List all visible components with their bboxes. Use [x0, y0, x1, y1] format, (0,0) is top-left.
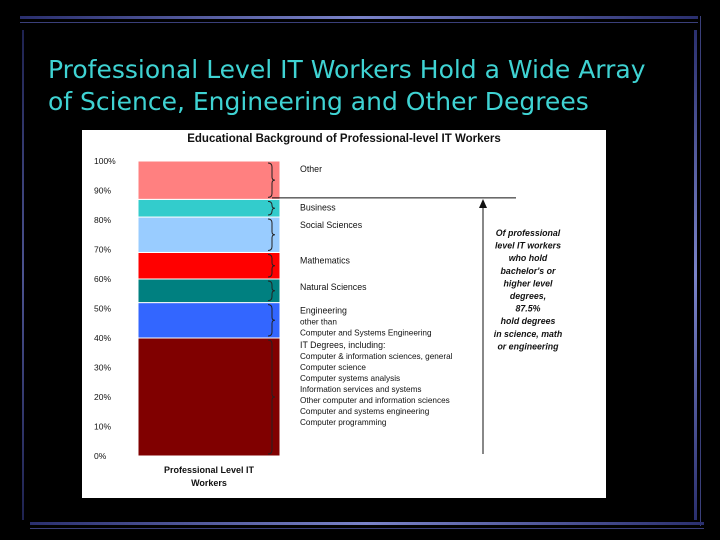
bar-segment: [137, 337, 281, 457]
segment-label: Computer programming: [300, 418, 387, 427]
bottom-decor-line-thin: [30, 528, 704, 529]
segment-brace: [267, 253, 276, 278]
annotation-text: degrees,: [510, 291, 546, 301]
segment-label: Social Sciences: [300, 220, 363, 230]
y-tick-label: 50%: [94, 304, 111, 314]
top-decor-line-thin: [20, 22, 698, 23]
segment-label: Computer and Systems Engineering: [300, 329, 432, 338]
y-tick-label: 20%: [94, 392, 111, 402]
segment-label: Engineering: [300, 306, 347, 316]
slide-title-line-2: of Science, Engineering and Other Degree…: [48, 87, 589, 116]
segment-brace: [267, 280, 276, 302]
bar-segment: [137, 278, 281, 304]
right-decor-line-thin: [700, 16, 701, 526]
slide-title: Professional Level IT Workers Hold a Wid…: [48, 54, 688, 118]
y-tick-label: 40%: [94, 333, 111, 343]
category-label: Professional Level IT: [164, 465, 255, 475]
chart-title: Educational Background of Professional-l…: [187, 133, 501, 145]
slide-title-line-1: Professional Level IT Workers Hold a Wid…: [48, 55, 646, 84]
annotation-text: who hold: [509, 253, 548, 263]
bar-segment: [137, 216, 281, 253]
segment-brace: [267, 304, 276, 337]
segment-label: Other: [300, 164, 322, 174]
segment-label: Information services and systems: [300, 385, 422, 394]
segment-brace: [267, 162, 276, 198]
segment-label: Mathematics: [300, 255, 350, 265]
segment-label: Business: [300, 202, 336, 212]
annotation-text: in science, math: [494, 329, 562, 339]
segment-label: IT Degrees, including:: [300, 340, 385, 350]
y-tick-label: 70%: [94, 245, 111, 255]
bar-segment: [137, 160, 281, 200]
segment-label: other than: [300, 318, 337, 327]
y-tick-label: 90%: [94, 186, 111, 196]
y-tick-label: 0%: [94, 451, 107, 461]
segment-label: Other computer and information sciences: [300, 396, 450, 405]
top-decor-line: [20, 16, 698, 19]
annotation-text: Of professional: [496, 228, 561, 238]
y-tick-label: 80%: [94, 215, 111, 225]
annotation-text: hold degrees: [501, 316, 556, 326]
bar-segment: [137, 251, 281, 280]
category-label: Workers: [191, 478, 227, 488]
y-tick-label: 100%: [94, 156, 116, 166]
segment-brace: [267, 339, 276, 455]
bar-segment: [137, 302, 281, 339]
annotation-text: level IT workers: [495, 241, 561, 251]
bar-segment: [137, 198, 281, 218]
annotation-text: 87.5%: [516, 304, 541, 314]
annotation-text: bachelor's or: [501, 266, 556, 276]
segment-label: Computer systems analysis: [300, 374, 400, 383]
left-decor-line: [22, 30, 24, 520]
right-decor-line: [694, 30, 697, 520]
y-tick-label: 10%: [94, 422, 111, 432]
annotation-text: higher level: [504, 278, 553, 288]
segment-label: Computer and systems engineering: [300, 407, 430, 416]
chart-panel: Educational Background of Professional-l…: [82, 130, 606, 498]
y-tick-label: 60%: [94, 274, 111, 284]
bottom-decor-line: [30, 522, 704, 525]
segment-label: Natural Sciences: [300, 282, 367, 292]
y-tick-label: 30%: [94, 363, 111, 373]
segment-brace: [267, 218, 276, 251]
segment-brace: [267, 200, 276, 216]
stacked-bar-chart: 0% 10% 20% 30% 40% 50% 60% 70% 80% 90% 100% Profess…: [94, 156, 562, 488]
annotation-text: or engineering: [497, 341, 559, 351]
segment-label: Computer & information sciences, general: [300, 352, 453, 361]
annotation-arrow-head: [479, 199, 487, 208]
segment-label: Computer science: [300, 363, 366, 372]
